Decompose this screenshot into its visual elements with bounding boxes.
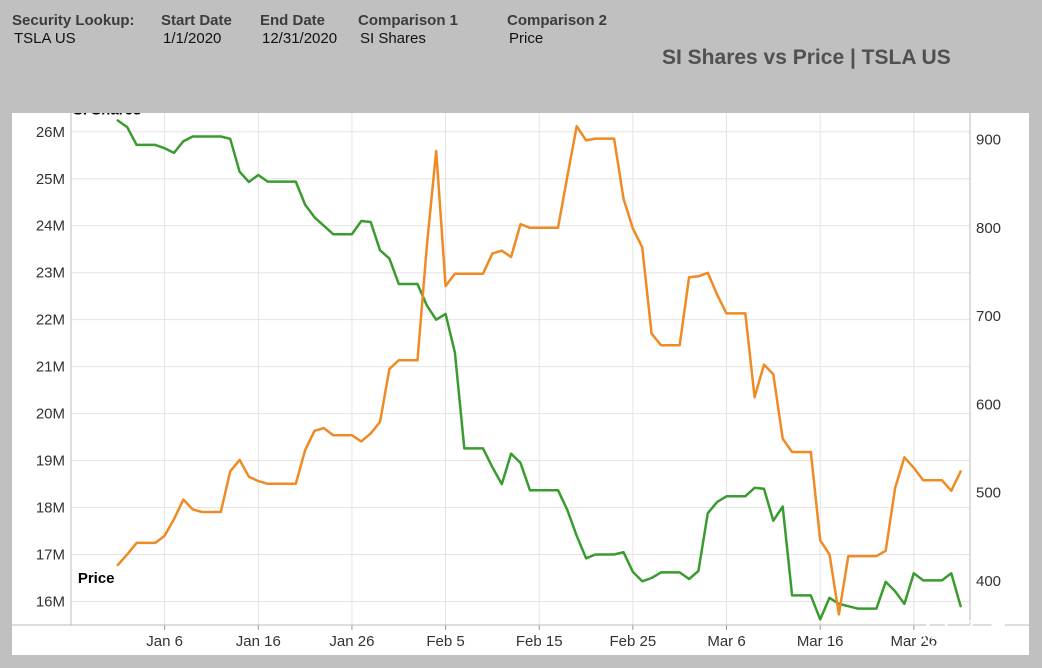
- grid-layer: [71, 113, 970, 625]
- chart-panel: 16M 17M 18M 19M 20M 21M 22M 23M 24M 25M 26M 400 500 6…: [12, 113, 1029, 655]
- watermark-logo: 孟浩: [922, 612, 1007, 649]
- chart-svg: 16M 17M 18M 19M 20M 21M 22M 23M 24M 25M 26M 400 500 6…: [12, 113, 1029, 650]
- series-line-si-shares: [116, 119, 962, 621]
- y-left-tick-label: 17M: [36, 547, 65, 564]
- header-security-lookup: Security Lookup: TSLA US: [12, 12, 135, 48]
- x-tick-label: Jan 6: [146, 633, 183, 650]
- security-lookup-label: Security Lookup:: [12, 12, 135, 29]
- series-label-price: Price: [78, 570, 115, 587]
- start-date-value[interactable]: 1/1/2020: [163, 30, 222, 47]
- x-tick-label: Feb 5: [426, 633, 464, 650]
- y-right-tick-label: 400: [976, 573, 1001, 590]
- y-right-tick-label: 700: [976, 308, 1001, 325]
- watermark-icon: [923, 619, 951, 648]
- y-left-tick-label: 16M: [36, 594, 65, 611]
- y-right-tick-label: 600: [976, 396, 1001, 413]
- y-left-tick-label: 23M: [36, 265, 65, 282]
- end-date-label: End Date: [260, 12, 326, 29]
- header-comparison-1: Comparison 1 SI Shares: [358, 12, 458, 48]
- y-left-tick-label: 26M: [36, 124, 65, 141]
- end-date-value[interactable]: 12/31/2020: [262, 30, 338, 47]
- y-left-tick-label: 21M: [36, 359, 65, 376]
- y-right-tick-label: 900: [976, 131, 1001, 148]
- comparison-1-label: Comparison 1: [358, 12, 459, 29]
- y-left-tick-label: 18M: [36, 500, 65, 517]
- watermark-text: 孟浩: [958, 619, 1007, 646]
- x-tick-label: Feb 15: [516, 633, 563, 650]
- comparison-1-value[interactable]: SI Shares: [360, 30, 426, 47]
- header-start-date: Start Date 1/1/2020: [161, 12, 232, 48]
- y-left-tick-label: 20M: [36, 406, 65, 423]
- x-tick-label: Feb 25: [610, 633, 657, 650]
- series-layer: [116, 119, 962, 621]
- x-tick-label: Jan 16: [236, 633, 281, 650]
- comparison-2-value[interactable]: Price: [509, 30, 544, 47]
- series-label-si-shares: SI Shares: [73, 113, 141, 119]
- comparison-2-label: Comparison 2: [507, 12, 608, 29]
- x-tick-label: Jan 26: [329, 633, 374, 650]
- header-comparison-2: Comparison 2 Price: [507, 12, 607, 48]
- header-end-date: End Date 12/31/2020: [260, 12, 337, 48]
- y-left-tick-label: 24M: [36, 218, 65, 235]
- y-left-tick-label: 19M: [36, 453, 65, 470]
- security-lookup-value[interactable]: TSLA US: [14, 30, 76, 47]
- x-tick-label: Mar 16: [797, 633, 844, 650]
- y-left-tick-label: 25M: [36, 171, 65, 188]
- chart-title: SI Shares vs Price | TSLA US: [662, 46, 951, 69]
- series-line-price: [116, 124, 962, 616]
- y-right-tick-label: 500: [976, 485, 1001, 502]
- axis-layer: 16M 17M 18M 19M 20M 21M 22M 23M 24M 25M 26M 400 500 6…: [12, 113, 1029, 650]
- x-tick-label: Mar 6: [707, 633, 745, 650]
- y-right-tick-label: 800: [976, 220, 1001, 237]
- y-left-tick-label: 22M: [36, 312, 65, 329]
- start-date-label: Start Date: [161, 12, 232, 29]
- label-layer: SI Shares Price: [73, 113, 141, 587]
